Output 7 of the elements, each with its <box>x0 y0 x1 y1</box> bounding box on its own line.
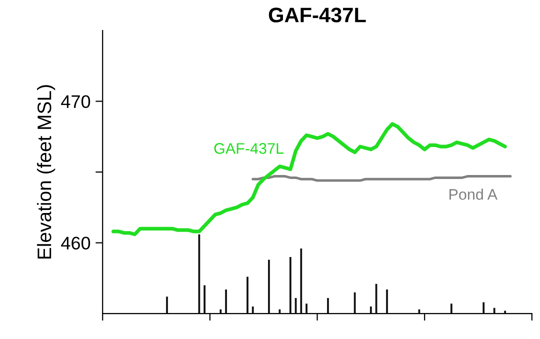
y-tick-label: 470 <box>61 95 90 108</box>
chart-title: GAF-437L <box>268 8 366 22</box>
series-label: GAF-437L <box>214 143 284 154</box>
line-series <box>112 122 507 236</box>
y-axis-title: Elevation (feet MSL) <box>36 85 56 259</box>
series-label: Pond A <box>449 188 498 200</box>
y-tick-label: 460 <box>61 236 90 250</box>
